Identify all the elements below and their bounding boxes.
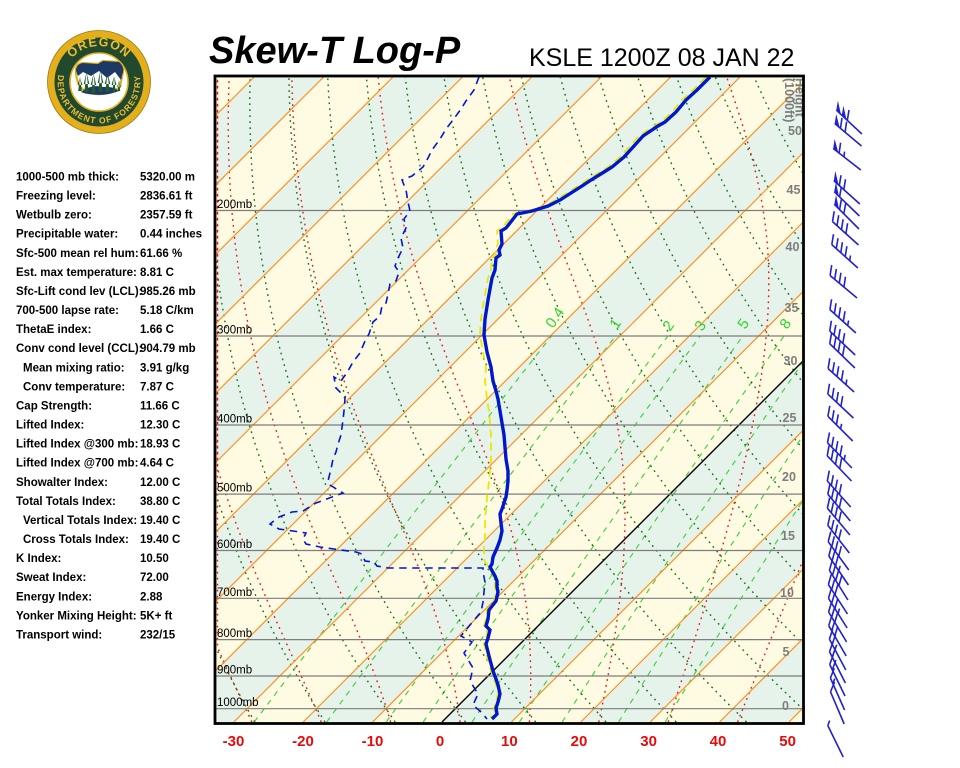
svg-text:Lifted Index @300 mb:: Lifted Index @300 mb:	[16, 439, 138, 451]
svg-text:Lifted Index @700 mb:: Lifted Index @700 mb:	[16, 458, 138, 470]
svg-text:4.64 C: 4.64 C	[140, 458, 174, 470]
svg-text:1.66 C: 1.66 C	[140, 324, 174, 336]
svg-text:7.87 C: 7.87 C	[140, 381, 174, 393]
svg-text:3.91 g/kg: 3.91 g/kg	[140, 362, 189, 374]
svg-text:600mb: 600mb	[217, 539, 252, 551]
svg-text:800mb: 800mb	[217, 628, 252, 640]
svg-text:2836.61 ft: 2836.61 ft	[140, 191, 193, 203]
svg-text:5: 5	[783, 645, 790, 659]
svg-text:45: 45	[787, 183, 801, 197]
svg-text:15: 15	[781, 529, 795, 543]
svg-text:Transport wind:: Transport wind:	[16, 629, 102, 641]
svg-text:Sweat Index:: Sweat Index:	[16, 572, 86, 584]
svg-text:K Index:: K Index:	[16, 553, 61, 565]
svg-text:20: 20	[782, 470, 796, 484]
svg-text:Energy Index:: Energy Index:	[16, 591, 92, 603]
svg-text:35: 35	[785, 301, 799, 315]
svg-text:72.00: 72.00	[140, 572, 169, 584]
svg-text:18.93 C: 18.93 C	[140, 439, 180, 451]
svg-text:5.18 C/km: 5.18 C/km	[140, 305, 194, 317]
svg-text:5K+ ft: 5K+ ft	[140, 610, 172, 622]
svg-text:Est. max temperature:: Est. max temperature:	[16, 267, 137, 279]
svg-text:200mb: 200mb	[217, 199, 252, 211]
svg-text:Vertical Totals Index:: Vertical Totals Index:	[23, 515, 137, 527]
svg-text:-20: -20	[292, 733, 314, 750]
svg-text:10: 10	[501, 733, 518, 750]
svg-text:Cross Totals Index:: Cross Totals Index:	[23, 534, 129, 546]
svg-text:904.79 mb: 904.79 mb	[140, 343, 196, 355]
svg-text:700-500 lapse rate:: 700-500 lapse rate:	[16, 305, 119, 317]
svg-text:61.66 %: 61.66 %	[140, 248, 182, 260]
svg-text:20: 20	[571, 733, 588, 750]
svg-text:2357.59 ft: 2357.59 ft	[140, 210, 193, 222]
svg-text:12.30 C: 12.30 C	[140, 420, 180, 432]
svg-text:0: 0	[436, 733, 444, 750]
svg-text:0.44 inches: 0.44 inches	[140, 229, 202, 241]
svg-text:19.40 C: 19.40 C	[140, 515, 180, 527]
svg-text:12.00 C: 12.00 C	[140, 477, 180, 489]
svg-text:Sfc-Lift cond lev (LCL):: Sfc-Lift cond lev (LCL):	[16, 286, 143, 298]
svg-text:900mb: 900mb	[217, 665, 252, 677]
svg-text:400mb: 400mb	[217, 414, 252, 426]
svg-text:1000mb: 1000mb	[217, 697, 259, 709]
svg-text:10: 10	[780, 586, 794, 600]
svg-text:-30: -30	[223, 733, 245, 750]
svg-text:Sfc-500 mean rel hum:: Sfc-500 mean rel hum:	[16, 248, 139, 260]
svg-text:5320.00 m: 5320.00 m	[140, 172, 195, 184]
svg-text:Cap Strength:: Cap Strength:	[16, 401, 92, 413]
svg-text:Conv temperature:: Conv temperature:	[23, 381, 125, 393]
svg-text:985.26 mb: 985.26 mb	[140, 286, 196, 298]
svg-text:Freezing level:: Freezing level:	[16, 191, 96, 203]
svg-text:Skew-T Log-P: Skew-T Log-P	[209, 30, 461, 72]
svg-text:19.40 C: 19.40 C	[140, 534, 180, 546]
svg-text:Yonker Mixing Height:: Yonker Mixing Height:	[16, 610, 137, 622]
svg-text:40: 40	[786, 240, 800, 254]
svg-text:-10: -10	[362, 733, 384, 750]
svg-text:2.88: 2.88	[140, 591, 163, 603]
svg-text:30: 30	[784, 354, 798, 368]
svg-text:8.81 C: 8.81 C	[140, 267, 174, 279]
svg-text:KSLE 1200Z 08 JAN 22: KSLE 1200Z 08 JAN 22	[529, 44, 794, 72]
svg-text:Total Totals Index:: Total Totals Index:	[16, 496, 116, 508]
svg-text:Showalter Index:: Showalter Index:	[16, 477, 108, 489]
svg-text:10.50: 10.50	[140, 553, 169, 565]
svg-text:ThetaE index:: ThetaE index:	[16, 324, 91, 336]
svg-text:Precipitable water:: Precipitable water:	[16, 229, 118, 241]
svg-text:50: 50	[788, 124, 802, 138]
svg-text:40: 40	[710, 733, 727, 750]
svg-text:1000-500 mb thick:: 1000-500 mb thick:	[16, 172, 119, 184]
svg-text:500mb: 500mb	[217, 483, 252, 495]
svg-text:0: 0	[782, 699, 789, 713]
svg-text:Lifted Index:: Lifted Index:	[16, 420, 84, 432]
svg-text:Conv cond level (CCL):: Conv cond level (CCL):	[16, 343, 143, 355]
svg-text:30: 30	[640, 733, 657, 750]
svg-text:232/15: 232/15	[140, 629, 176, 641]
svg-text:(1000ft): (1000ft)	[782, 78, 796, 122]
svg-text:700mb: 700mb	[217, 587, 252, 599]
svg-text:Mean mixing ratio:: Mean mixing ratio:	[23, 362, 125, 374]
svg-text:300mb: 300mb	[217, 325, 252, 337]
svg-text:50: 50	[779, 733, 796, 750]
svg-text:Wetbulb zero:: Wetbulb zero:	[16, 210, 92, 222]
svg-text:38.80 C: 38.80 C	[140, 496, 180, 508]
svg-text:25: 25	[783, 411, 797, 425]
svg-text:11.66 C: 11.66 C	[140, 401, 180, 413]
